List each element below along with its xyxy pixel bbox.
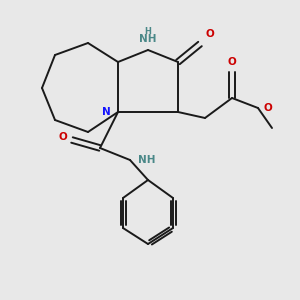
Text: O: O bbox=[228, 57, 236, 67]
Text: O: O bbox=[58, 132, 67, 142]
Text: O: O bbox=[264, 103, 273, 113]
Text: H: H bbox=[145, 27, 152, 36]
Text: NH: NH bbox=[138, 155, 155, 165]
Text: N: N bbox=[102, 107, 111, 117]
Text: NH: NH bbox=[139, 34, 157, 44]
Text: O: O bbox=[205, 29, 214, 39]
